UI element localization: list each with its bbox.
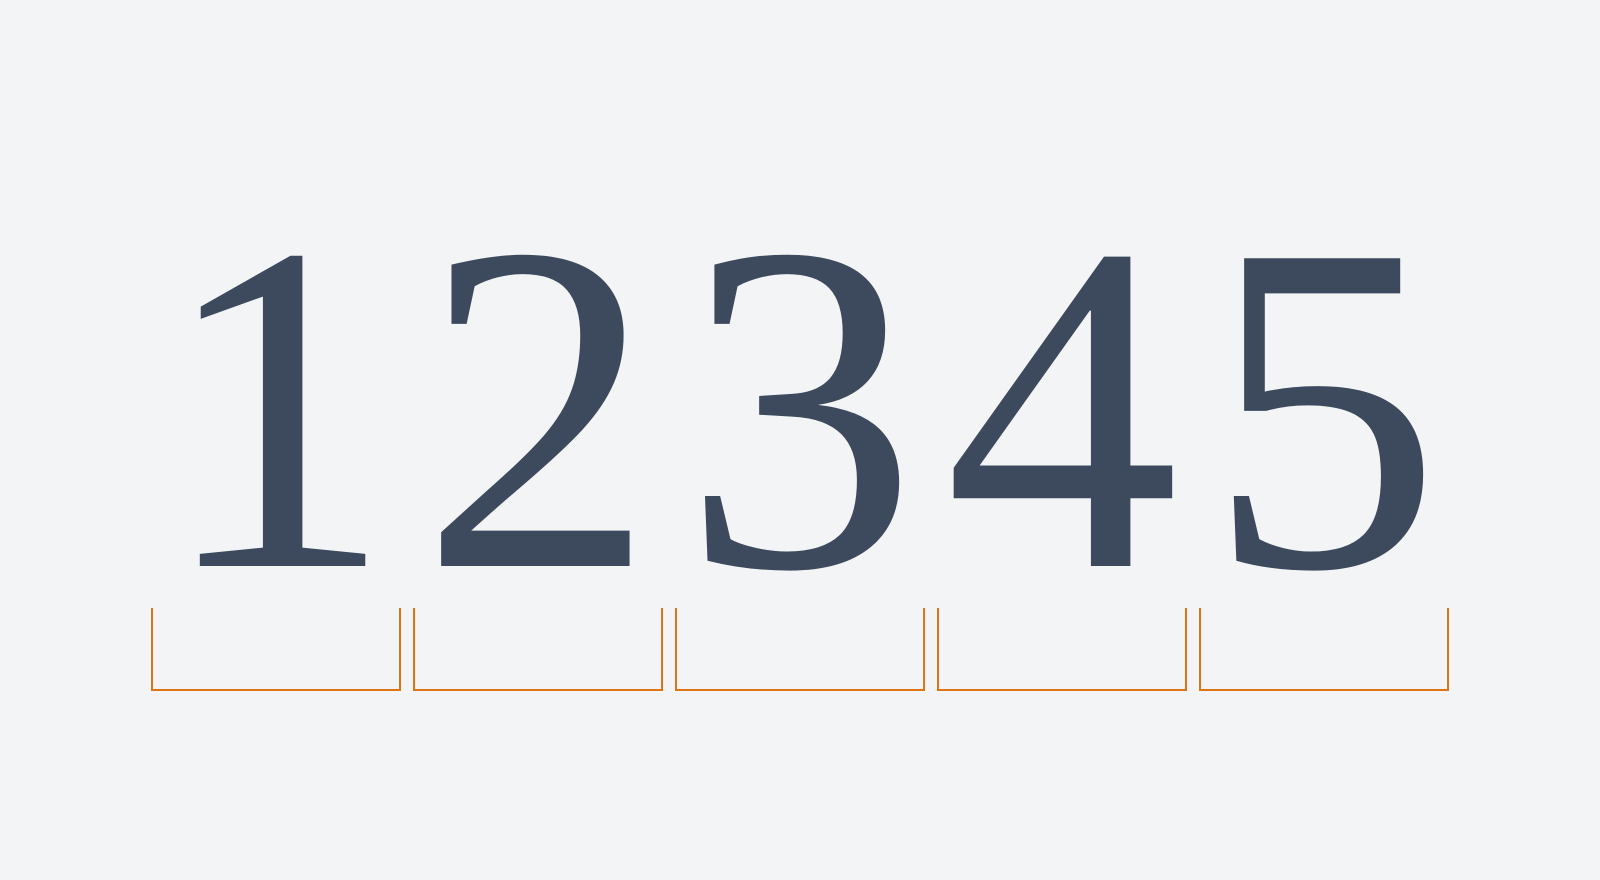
digit-1: 1 [158, 147, 394, 668]
digit-5: 5 [1206, 147, 1442, 668]
digit-4: 4 [944, 147, 1180, 668]
digit-5-width-bracket [1199, 608, 1449, 691]
digit-4-width-bracket [937, 608, 1187, 691]
digit-3-width-bracket [675, 608, 925, 691]
digit-2-width-bracket [413, 608, 663, 691]
digit-1-width-bracket [151, 608, 401, 691]
digit-2: 2 [420, 147, 656, 668]
digit-3: 3 [682, 147, 918, 668]
